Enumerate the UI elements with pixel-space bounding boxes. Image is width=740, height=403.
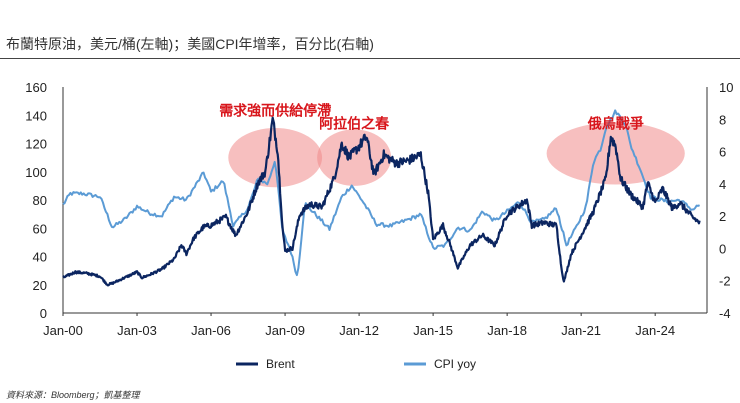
y-left-tick-label: 80 (33, 193, 47, 208)
y-right-tick-label: 6 (719, 145, 726, 160)
x-tick-label: Jan-21 (561, 323, 601, 338)
highlight-circle-2 (317, 129, 392, 186)
y-right-tick-label: -4 (719, 306, 731, 321)
y-right-tick-label: -2 (719, 274, 731, 289)
x-tick-label: Jan-09 (265, 323, 305, 338)
y-right-tick-label: 10 (719, 80, 733, 95)
x-tick-label: Jan-00 (43, 323, 83, 338)
y-right-tick-label: 0 (719, 241, 726, 256)
x-tick-label: Jan-18 (487, 323, 527, 338)
legend: Brent CPI yoy (236, 357, 476, 371)
series-line-brent (62, 116, 701, 287)
annotation-label-2: 阿拉伯之春 (319, 115, 390, 132)
x-tick-label: Jan-24 (635, 323, 675, 338)
source-note: 資料來源：Bloomberg；凱基整理 (6, 390, 140, 400)
chart-title: 布蘭特原油，美元/桶(左軸)；美國CPI年增率，百分比(右軸) (6, 36, 374, 52)
y-left-tick-label: 20 (33, 278, 47, 293)
y-right-tick-label: 2 (719, 209, 726, 224)
series-line-cpi-yoy (62, 109, 701, 277)
y-left-tick-label: 60 (33, 221, 47, 236)
x-tick-label: Jan-15 (413, 323, 453, 338)
y-left-tick-label: 140 (25, 108, 47, 123)
highlight-circle-1 (228, 127, 323, 188)
x-tick-label: Jan-06 (191, 323, 231, 338)
y-left-tick-label: 160 (25, 80, 47, 95)
tick-labels: 0 20 40 60 80 100 120 140 160 -4 -2 0 2 4 6 8 10 Jan-00 Ja… (25, 80, 733, 338)
legend-label-2: CPI yoy (434, 357, 476, 371)
y-left-tick-label: 100 (25, 165, 47, 180)
x-tick-label: Jan-12 (339, 323, 379, 338)
series-lines (62, 109, 701, 287)
legend-label-1: Brent (266, 357, 295, 371)
y-left-tick-label: 120 (25, 137, 47, 152)
y-right-tick-label: 4 (719, 177, 726, 192)
y-right-tick-label: 8 (719, 112, 726, 127)
y-left-tick-label: 0 (40, 306, 47, 321)
annotation-label-3: 俄烏戰爭 (587, 115, 644, 132)
y-left-tick-label: 40 (33, 250, 47, 265)
axes (62, 87, 708, 314)
title-divider (0, 58, 740, 59)
x-tick-label: Jan-03 (117, 323, 157, 338)
annotation-label-1: 需求強而供給停滯 (219, 103, 331, 120)
